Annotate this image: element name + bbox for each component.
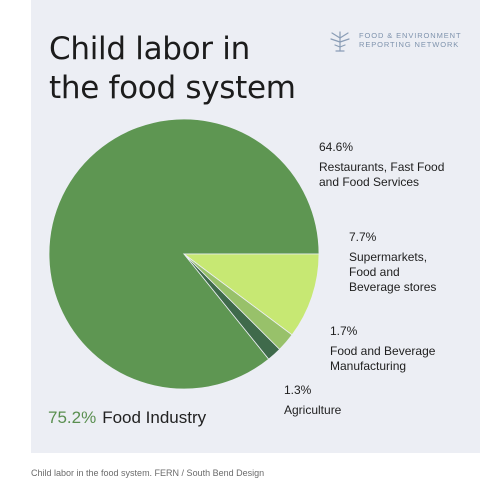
title-line-2: the food system	[49, 70, 296, 106]
slice-category-label: Food and Beverage Manufacturing	[330, 344, 436, 373]
slice-category-label: Agriculture	[284, 403, 342, 417]
chart-card: Child labor in the food system FOOD & EN…	[31, 0, 480, 453]
tree-icon	[330, 31, 350, 52]
pie-slice-3	[183, 253, 281, 360]
logo-line-1: FOOD & ENVIRONMENT	[359, 31, 462, 40]
image-caption: Child labor in the food system. FERN / S…	[31, 468, 265, 478]
slice-value-label: 64.6%	[319, 140, 354, 154]
logo-line-2: REPORTING NETWORK	[359, 40, 460, 49]
pie-chart	[48, 118, 320, 390]
pie-slice-1	[182, 253, 320, 336]
total-summary: 75.2% Food Industry	[48, 407, 206, 429]
slice-category-label: Restaurants, Fast Food and Food Services	[319, 160, 445, 189]
chart-title: Child labor in the food system	[49, 30, 296, 108]
logo-text: FOOD & ENVIRONMENT REPORTING NETWORK	[359, 31, 461, 49]
slice-category-label: Supermarkets, Food and Beverage stores	[349, 250, 437, 294]
total-label: Food Industry	[102, 408, 207, 427]
title-line-1: Child labor in	[49, 31, 250, 67]
fern-logo: FOOD & ENVIRONMENT REPORTING NETWORK	[327, 28, 467, 54]
slice-value-label: 1.7%	[330, 324, 358, 338]
slice-value-label: 1.3%	[284, 383, 312, 397]
slice-value-label: 7.7%	[349, 230, 377, 244]
total-value: 75.2%	[48, 408, 97, 427]
